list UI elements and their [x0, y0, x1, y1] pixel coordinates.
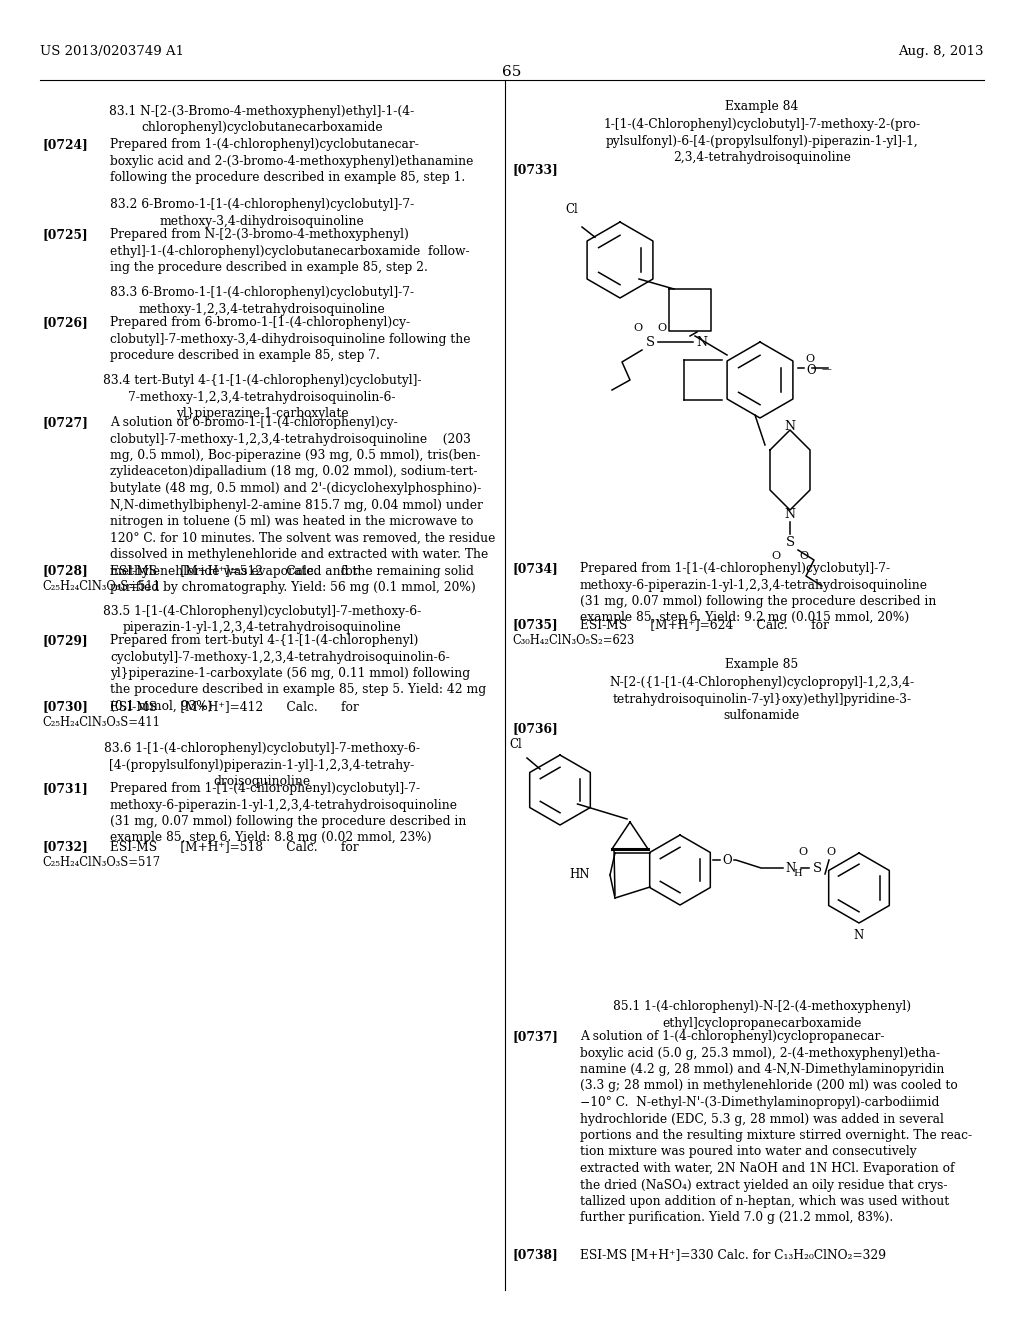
- Text: 83.2 6-Bromo-1-[1-(4-chlorophenyl)cyclobutyl]-7-
methoxy-3,4-dihydroisoquinoline: 83.2 6-Bromo-1-[1-(4-chlorophenyl)cyclob…: [110, 198, 414, 227]
- Text: [0735]: [0735]: [512, 618, 558, 631]
- Text: A solution of 6-bromo-1-[1-(4-chlorophenyl)cy-
clobutyl]-7-methoxy-1,2,3,4-tetra: A solution of 6-bromo-1-[1-(4-chlorophen…: [110, 416, 496, 594]
- Text: N: N: [785, 862, 796, 874]
- Text: 83.3 6-Bromo-1-[1-(4-chlorophenyl)cyclobutyl]-7-
methoxy-1,2,3,4-tetrahydroisoqu: 83.3 6-Bromo-1-[1-(4-chlorophenyl)cyclob…: [110, 286, 414, 315]
- Text: [0734]: [0734]: [512, 562, 558, 576]
- Text: —: —: [822, 366, 831, 375]
- Text: ESI-MS      [M+H⁺]=518      Calc.      for: ESI-MS [M+H⁺]=518 Calc. for: [110, 840, 358, 853]
- Text: C₂₅H₂₄ClN₃O₃S=411: C₂₅H₂₄ClN₃O₃S=411: [42, 715, 160, 729]
- Text: [0730]: [0730]: [42, 700, 88, 713]
- Text: Example 85: Example 85: [725, 657, 799, 671]
- Text: C₃₀H₄₂ClN₃O₅S₂=623: C₃₀H₄₂ClN₃O₅S₂=623: [512, 634, 634, 647]
- Text: O: O: [771, 550, 780, 561]
- Text: N: N: [696, 335, 708, 348]
- Text: [0727]: [0727]: [42, 416, 88, 429]
- Text: C₂₅H₂₄ClN₃O₃S=517: C₂₅H₂₄ClN₃O₃S=517: [42, 855, 160, 869]
- Text: [0728]: [0728]: [42, 564, 88, 577]
- Text: [0732]: [0732]: [42, 840, 88, 853]
- Text: S: S: [785, 536, 795, 549]
- Text: O: O: [722, 854, 731, 866]
- Text: Aug. 8, 2013: Aug. 8, 2013: [898, 45, 984, 58]
- Text: ESI-MS      [M+H⁺]=624      Calc.      for: ESI-MS [M+H⁺]=624 Calc. for: [580, 618, 828, 631]
- Text: N: N: [784, 420, 796, 433]
- Text: [0737]: [0737]: [512, 1030, 558, 1043]
- Text: Prepared from N-[2-(3-bromo-4-methoxyphenyl)
ethyl]-1-(4-chlorophenyl)cyclobutan: Prepared from N-[2-(3-bromo-4-methoxyphe…: [110, 228, 470, 275]
- Text: N: N: [784, 507, 796, 520]
- Text: S: S: [812, 862, 821, 874]
- Text: ESI-MS      [M+H⁺]=412      Calc.      for: ESI-MS [M+H⁺]=412 Calc. for: [110, 700, 358, 713]
- Text: Prepared from 1-[1-(4-chlorophenyl)cyclobutyl]-7-
methoxy-6-piperazin-1-yl-1,2,3: Prepared from 1-[1-(4-chlorophenyl)cyclo…: [110, 781, 466, 845]
- Text: N-[2-({1-[1-(4-Chlorophenyl)cyclopropyl]-1,2,3,4-
tetrahydroisoquinolin-7-yl}oxy: N-[2-({1-[1-(4-Chlorophenyl)cyclopropyl]…: [609, 676, 914, 722]
- Text: O: O: [805, 354, 814, 364]
- Text: 83.1 N-[2-(3-Bromo-4-methoxyphenyl)ethyl]-1-(4-
chlorophenyl)cyclobutanecarboxam: 83.1 N-[2-(3-Bromo-4-methoxyphenyl)ethyl…: [110, 106, 415, 135]
- Text: Prepared from 6-bromo-1-[1-(4-chlorophenyl)cy-
clobutyl]-7-methoxy-3,4-dihydrois: Prepared from 6-bromo-1-[1-(4-chlorophen…: [110, 315, 470, 362]
- Text: A solution of 1-(4-chlorophenyl)cyclopropanecar-
boxylic acid (5.0 g, 25.3 mmol): A solution of 1-(4-chlorophenyl)cyclopro…: [580, 1030, 972, 1225]
- Text: Prepared from 1-(4-chlorophenyl)cyclobutanecar-
boxylic acid and 2-(3-bromo-4-me: Prepared from 1-(4-chlorophenyl)cyclobut…: [110, 139, 473, 183]
- Text: C₂₅H₂₄ClN₃O₃S=511: C₂₅H₂₄ClN₃O₃S=511: [42, 579, 160, 593]
- Text: [0724]: [0724]: [42, 139, 88, 150]
- Text: O: O: [826, 847, 836, 857]
- Text: O: O: [799, 847, 808, 857]
- Text: ESI-MS [M+H⁺]=330 Calc. for C₁₃H₂₀ClNO₂=329: ESI-MS [M+H⁺]=330 Calc. for C₁₃H₂₀ClNO₂=…: [580, 1247, 886, 1261]
- Text: O: O: [634, 323, 643, 333]
- Text: Cl: Cl: [565, 203, 579, 216]
- Text: O: O: [657, 323, 667, 333]
- Text: [0731]: [0731]: [42, 781, 88, 795]
- Text: HN: HN: [569, 869, 590, 882]
- Text: Example 84: Example 84: [725, 100, 799, 114]
- Text: [0725]: [0725]: [42, 228, 88, 242]
- Text: [0738]: [0738]: [512, 1247, 558, 1261]
- Text: S: S: [645, 335, 654, 348]
- Text: 83.5 1-[1-(4-Chlorophenyl)cyclobutyl]-7-methoxy-6-
piperazin-1-yl-1,2,3,4-tetrah: 83.5 1-[1-(4-Chlorophenyl)cyclobutyl]-7-…: [102, 605, 421, 635]
- Text: [0733]: [0733]: [512, 162, 558, 176]
- Text: Prepared from 1-[1-(4-chlorophenyl)cyclobutyl]-7-
methoxy-6-piperazin-1-yl-1,2,3: Prepared from 1-[1-(4-chlorophenyl)cyclo…: [580, 562, 936, 624]
- Text: [0729]: [0729]: [42, 634, 88, 647]
- Text: 1-[1-(4-Chlorophenyl)cyclobutyl]-7-methoxy-2-(pro-
pylsulfonyl)-6-[4-(propylsulf: 1-[1-(4-Chlorophenyl)cyclobutyl]-7-metho…: [603, 117, 921, 164]
- Text: Prepared from tert-butyl 4-{1-[1-(4-chlorophenyl)
cyclobutyl]-7-methoxy-1,2,3,4-: Prepared from tert-butyl 4-{1-[1-(4-chlo…: [110, 634, 486, 713]
- Text: Cl: Cl: [510, 738, 522, 751]
- Text: 83.4 tert-Butyl 4-{1-[1-(4-chlorophenyl)cyclobutyl]-
7-methoxy-1,2,3,4-tetrahydr: 83.4 tert-Butyl 4-{1-[1-(4-chlorophenyl)…: [102, 374, 421, 420]
- Text: O: O: [806, 363, 816, 376]
- Text: H: H: [793, 870, 802, 879]
- Text: [0726]: [0726]: [42, 315, 88, 329]
- Text: 85.1 1-(4-chlorophenyl)-N-[2-(4-methoxyphenyl)
ethyl]cyclopropanecarboxamide: 85.1 1-(4-chlorophenyl)-N-[2-(4-methoxyp…: [613, 1001, 911, 1030]
- Text: [0736]: [0736]: [512, 722, 558, 735]
- Text: N: N: [854, 929, 864, 942]
- Text: US 2013/0203749 A1: US 2013/0203749 A1: [40, 45, 184, 58]
- Text: 83.6 1-[1-(4-chlorophenyl)cyclobutyl]-7-methoxy-6-
[4-(propylsulfonyl)piperazin-: 83.6 1-[1-(4-chlorophenyl)cyclobutyl]-7-…: [104, 742, 420, 788]
- Text: 65: 65: [503, 65, 521, 79]
- Text: ESI-MS      [M+H⁺]=512      Calc.      for: ESI-MS [M+H⁺]=512 Calc. for: [110, 564, 358, 577]
- Text: O: O: [800, 550, 809, 561]
